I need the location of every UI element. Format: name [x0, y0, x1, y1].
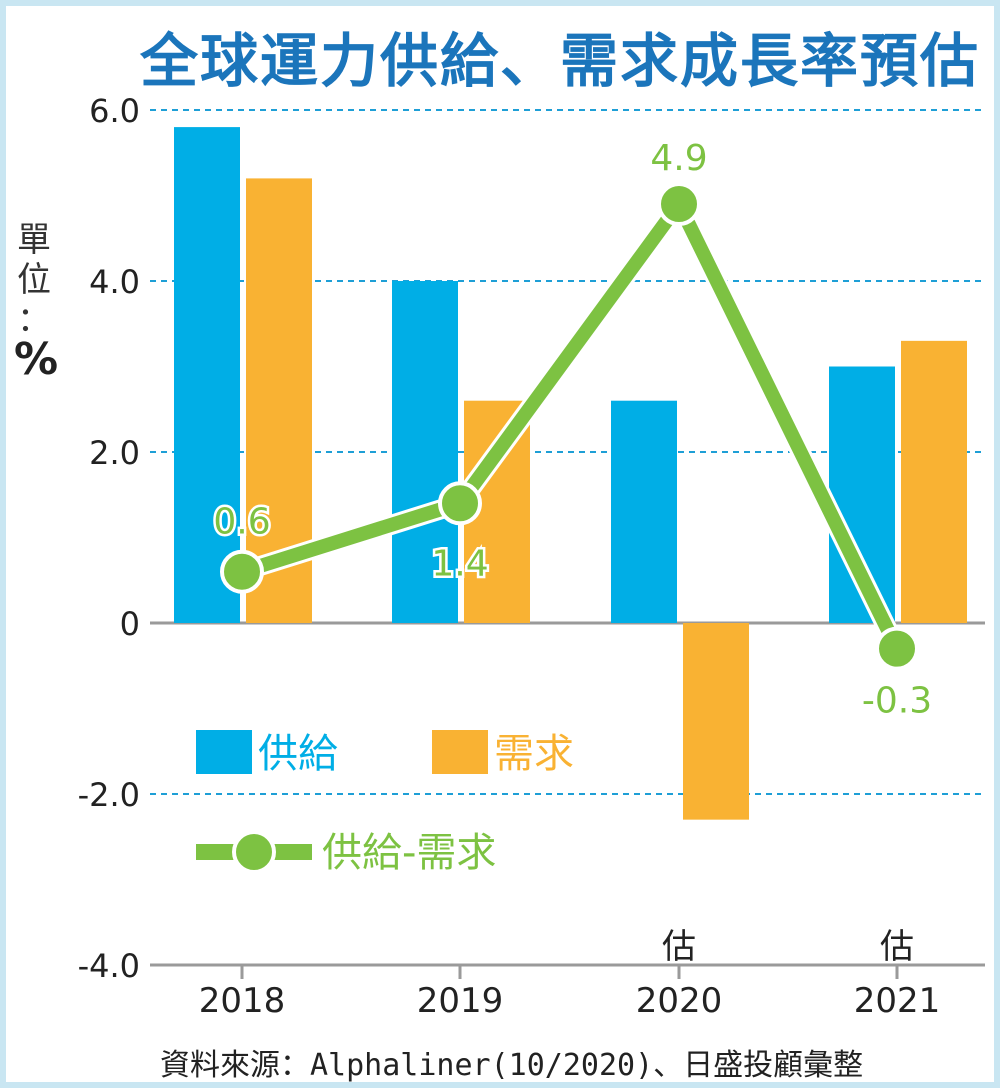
legend-demand-label: 需求: [494, 731, 574, 777]
chart-title: 全球運力供給、需求成長率預估: [139, 27, 980, 95]
x-tick-label: 2019: [417, 981, 504, 1021]
y-tick-label: -4.0: [78, 947, 140, 985]
x-tick-label: 2021: [854, 981, 941, 1021]
y-tick-label: 2.0: [89, 434, 140, 472]
supply-bar: [392, 281, 458, 623]
net-data-label: 4.9: [650, 138, 707, 179]
net-point: [875, 626, 919, 671]
unit-char-1: 單: [17, 220, 51, 260]
y-tick-label: 4.0: [89, 263, 140, 301]
net-data-label: 0.6: [213, 502, 270, 543]
x-tick-label: 2018: [199, 981, 286, 1021]
legend-supply-swatch: [196, 730, 252, 774]
net-line: [239, 197, 904, 652]
legend-supply-label: 供給: [258, 731, 338, 777]
y-tick-label: 6.0: [89, 92, 140, 130]
source-note: 資料來源：Alphaliner(10/2020)、日盛投顧彙整: [160, 1048, 864, 1083]
legend-net-label: 供給-需求: [322, 830, 496, 876]
estimate-mark: 估: [662, 927, 696, 967]
x-tick-label: 2020: [636, 981, 723, 1021]
legend-demand-swatch: [432, 730, 488, 774]
net-point: [438, 481, 482, 526]
y-tick-label: -2.0: [78, 776, 140, 814]
net-point: [220, 549, 264, 594]
net-point: [657, 182, 701, 227]
unit-symbol: %: [14, 334, 59, 385]
net-data-label: 1.4: [431, 543, 488, 584]
unit-char-2: 位: [17, 260, 51, 300]
legend-net-marker: [232, 830, 276, 874]
net-line-outline: [239, 194, 906, 654]
unit-label: 單 位 ： %: [14, 220, 59, 385]
demand-bar: [683, 623, 749, 820]
unit-colon: ：: [17, 300, 51, 340]
demand-bar: [901, 340, 967, 623]
supply-bar: [174, 127, 240, 623]
supply-bar: [611, 400, 677, 623]
y-tick-label: 0: [120, 605, 140, 643]
estimate-mark: 估: [880, 927, 914, 967]
net-data-label: -0.3: [862, 681, 932, 722]
